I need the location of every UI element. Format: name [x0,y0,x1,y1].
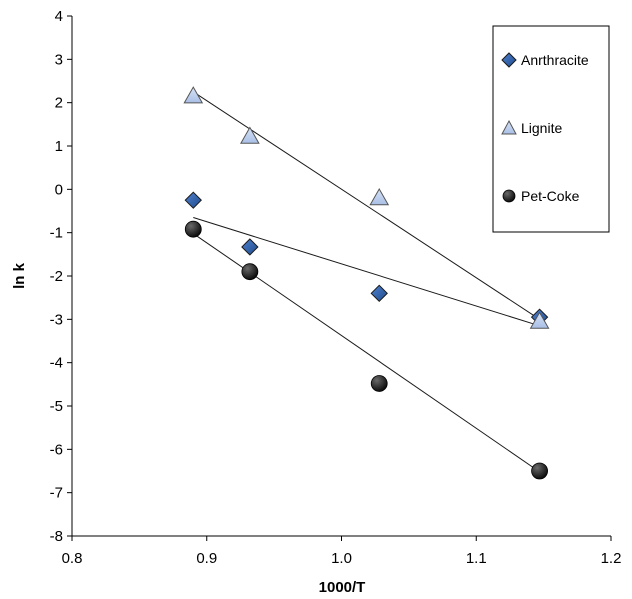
trendline-anrthracite [193,217,540,327]
y-axis-title: ln k [11,262,28,288]
point-anrthracite [370,284,388,303]
y-tick-label: -1 [50,225,63,242]
x-tick-label: 1.2 [601,550,622,567]
data-points [183,86,550,480]
x-tick-label: 0.8 [62,550,83,567]
y-tick-label: -6 [50,441,63,458]
trendlines [192,91,540,473]
y-tick-label: 4 [55,8,63,25]
y-tick-label: -5 [50,398,63,415]
legend: Anrthracite Lignite Pet-Coke [492,25,610,233]
x-axis-title: 1000/T [319,579,366,596]
axes: 4 3 2 1 0 -1 -2 -3 -4 -5 -6 -7 -8 0.8 0.9 1.0 1.1 1.2 [50,8,622,567]
point-lignite [183,86,204,104]
legend-triangle-icon [501,119,517,135]
point-pet-coke [531,462,548,480]
y-tick-label: 2 [55,95,63,112]
y-tick-label: -8 [50,528,63,545]
point-pet-coke [241,263,259,281]
y-tick-label: -3 [50,311,63,328]
point-lignite [240,126,260,144]
y-tick-label: 1 [55,138,63,155]
legend-circle-icon [502,189,516,203]
y-tick-label: -4 [50,355,63,372]
point-lignite [529,311,550,329]
y-tick-label: 3 [55,51,63,68]
point-pet-coke [370,375,388,392]
y-tick-label: -7 [50,485,63,502]
point-anrthracite [241,238,259,256]
point-anrthracite [184,191,202,209]
point-pet-coke [184,220,202,238]
legend-diamond-icon [501,52,517,68]
legend-label-pet-coke: Pet-Coke [521,188,580,204]
y-tick-label: -2 [50,268,63,285]
x-tick-label: 0.9 [196,550,217,567]
legend-label-anrthracite: Anrthracite [521,52,589,68]
point-lignite [369,187,390,206]
x-tick-label: 1.0 [331,550,352,567]
trendline-lignite [193,91,540,320]
y-tick-label: 0 [55,181,63,198]
legend-label-lignite: Lignite [521,120,562,136]
x-tick-label: 1.1 [466,550,487,567]
